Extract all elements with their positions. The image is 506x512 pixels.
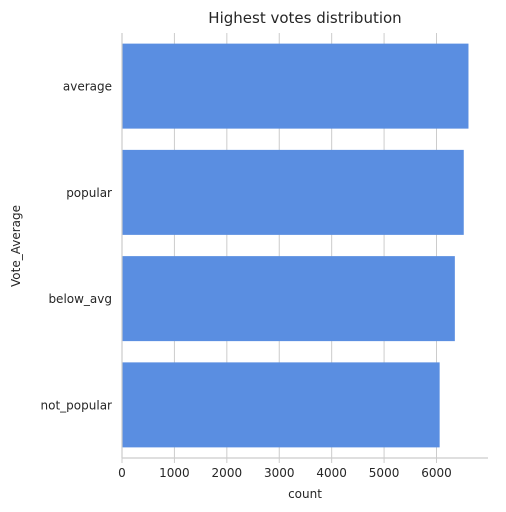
y-axis-label: Vote_Average bbox=[9, 205, 23, 287]
bar bbox=[122, 149, 464, 235]
bars bbox=[122, 43, 469, 448]
x-tick-label: 1000 bbox=[159, 466, 190, 480]
x-axis-label: count bbox=[288, 487, 322, 501]
x-ticks: 0 1000 2000 3000 4000 5000 6000 bbox=[118, 458, 452, 480]
y-tick-label: not_popular bbox=[41, 398, 113, 412]
chart-title: Highest votes distribution bbox=[208, 9, 401, 27]
x-tick-label: 4000 bbox=[316, 466, 347, 480]
x-tick-label: 0 bbox=[118, 466, 126, 480]
bar bbox=[122, 43, 469, 129]
axes bbox=[121, 33, 488, 459]
x-tick-label: 2000 bbox=[212, 466, 243, 480]
y-tick-label: average bbox=[63, 80, 112, 94]
bar bbox=[122, 256, 455, 342]
y-ticks: average popular below_avg not_popular bbox=[41, 80, 113, 413]
bar bbox=[122, 362, 440, 448]
x-tick-label: 5000 bbox=[369, 466, 400, 480]
x-tick-label: 6000 bbox=[421, 466, 452, 480]
y-tick-label: popular bbox=[66, 186, 112, 200]
x-tick-label: 3000 bbox=[264, 466, 295, 480]
y-tick-label: below_avg bbox=[48, 292, 112, 306]
